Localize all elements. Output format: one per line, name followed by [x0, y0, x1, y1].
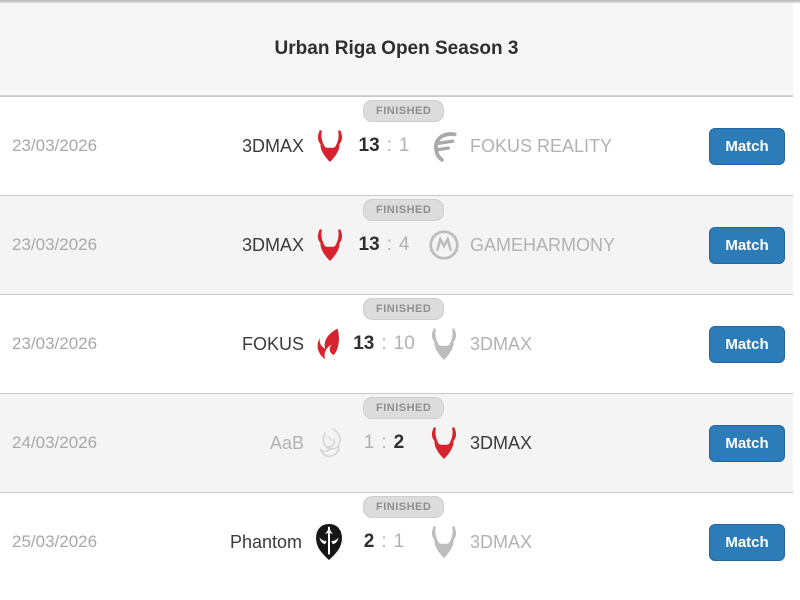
match-row: FINISHED 25/03/2026 Phantom 2 : 1 3DMAX … [0, 492, 793, 591]
score-left: 2 [363, 531, 375, 552]
match-date: 25/03/2026 [12, 532, 98, 551]
team1-name: 3DMAX [241, 135, 304, 156]
phantom-helmet-icon [311, 522, 347, 562]
score: 2 : 1 [363, 531, 405, 552]
score: 13 : 4 [358, 234, 410, 255]
3dmax-devil-icon [427, 426, 461, 460]
score-left: 13 [358, 234, 380, 255]
team2-name: GAMEHARMONY [470, 234, 616, 255]
score-right: 2 [393, 432, 405, 453]
tournament-title: Urban Riga Open Season 3 [274, 38, 519, 59]
match-row: FINISHED 23/03/2026 FOKUS 13 : 10 3DMAX … [0, 294, 793, 393]
status-badge: FINISHED [363, 496, 445, 518]
3dmax-devil-icon [313, 129, 347, 163]
score: 13 : 10 [353, 333, 415, 354]
match-button[interactable]: Match [709, 127, 785, 165]
score-right: 4 [398, 234, 410, 255]
match-date: 23/03/2026 [12, 235, 98, 254]
status-badge: FINISHED [363, 199, 445, 221]
status-badge: FINISHED [363, 100, 445, 122]
team2-name: 3DMAX [470, 333, 533, 354]
status-badge: FINISHED [363, 397, 445, 419]
score-right: 1 [398, 135, 410, 156]
match-date: 23/03/2026 [12, 334, 98, 353]
score-left: 13 [353, 333, 375, 354]
match-date: 24/03/2026 [12, 433, 98, 452]
score: 13 : 1 [358, 135, 410, 156]
team1-name: Phantom [229, 531, 302, 552]
match-date: 23/03/2026 [12, 136, 98, 155]
tournament-header: Urban Riga Open Season 3 [0, 3, 793, 96]
match-button[interactable]: Match [709, 523, 785, 561]
3dmax-devil-icon-gray [427, 327, 461, 361]
fokus-flame-icon [313, 327, 347, 361]
match-row: FINISHED 23/03/2026 3DMAX 13 : 4 GAMEHAR… [0, 195, 793, 294]
match-row: FINISHED 23/03/2026 3DMAX 13 : 1 FOKUS R… [0, 96, 793, 195]
aab-crest-icon [313, 426, 347, 460]
team1-name: 3DMAX [241, 234, 304, 255]
score: 1 : 2 [363, 432, 405, 453]
score-right: 1 [393, 531, 405, 552]
match-button[interactable]: Match [709, 424, 785, 462]
score-right: 10 [393, 333, 415, 354]
team1-name: FOKUS [241, 333, 304, 354]
fokus-reality-f-icon [427, 129, 461, 163]
team2-name: 3DMAX [470, 432, 533, 453]
match-row: FINISHED 24/03/2026 AaB 1 : 2 3DMAX Matc… [0, 393, 793, 492]
match-button[interactable]: Match [709, 325, 785, 363]
gameharmony-emblem-icon [427, 228, 461, 262]
3dmax-devil-icon-gray [427, 525, 461, 559]
status-badge: FINISHED [363, 298, 445, 320]
team2-name: FOKUS REALITY [470, 135, 613, 156]
team1-name: AaB [269, 432, 304, 453]
score-left: 13 [358, 135, 380, 156]
score-left: 1 [363, 432, 375, 453]
team2-name: 3DMAX [470, 531, 533, 552]
3dmax-devil-icon [313, 228, 347, 262]
match-button[interactable]: Match [709, 226, 785, 264]
top-divider [0, 0, 800, 3]
